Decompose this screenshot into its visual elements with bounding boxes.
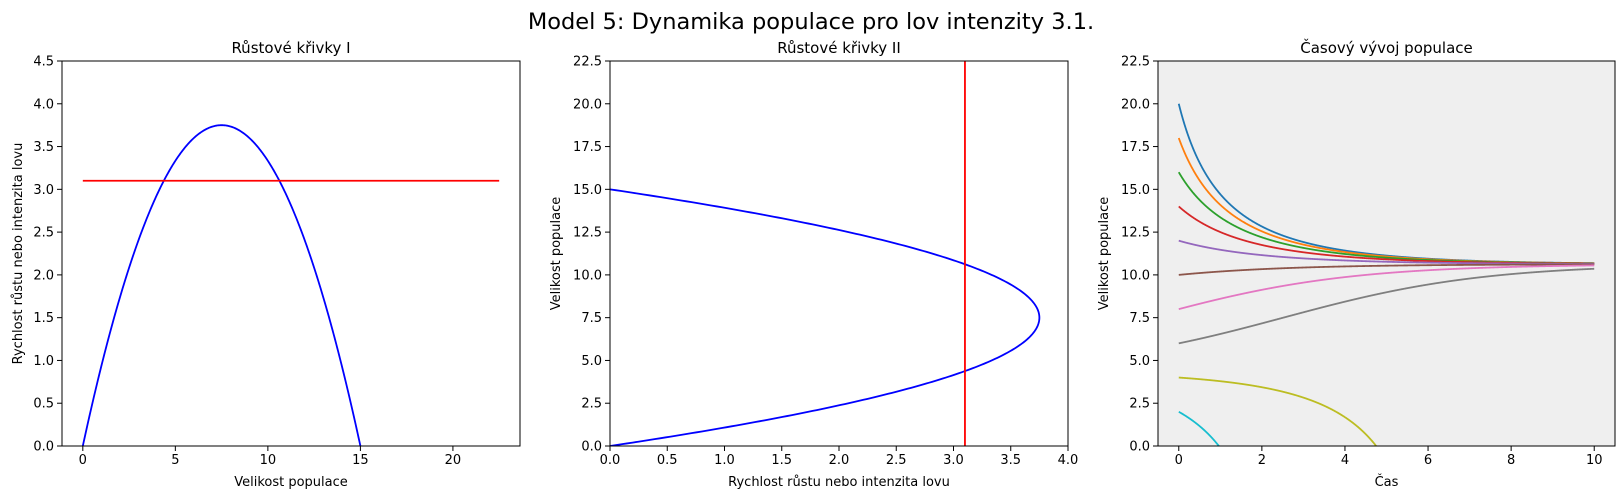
x-tick-label: 2 xyxy=(1258,453,1266,468)
y-tick-label: 12.5 xyxy=(573,226,602,241)
y-tick-label: 15.0 xyxy=(1121,183,1150,198)
x-tick-label: 1.0 xyxy=(714,453,735,468)
y-tick-label: 4.0 xyxy=(33,97,54,112)
x-tick-label: 1.5 xyxy=(771,453,792,468)
series-group xyxy=(1177,103,1595,446)
population-trajectory-10 xyxy=(1178,263,1595,276)
y-tick-label: 2.0 xyxy=(33,268,54,283)
x-tick-label: 5 xyxy=(171,453,179,468)
plot-area xyxy=(610,61,1068,446)
growth-curve xyxy=(81,124,362,446)
x-tick-label: 2.5 xyxy=(886,453,907,468)
axes-frame xyxy=(61,60,521,447)
population-trajectory-4 xyxy=(1178,376,1378,446)
chart-title: Časový vývoj populace xyxy=(1300,38,1473,57)
x-tick-label: 10 xyxy=(260,453,277,468)
y-tick-label: 0.0 xyxy=(581,440,602,455)
x-axis-label: Velikost populace xyxy=(234,475,348,490)
population-trajectory-12 xyxy=(1178,239,1595,265)
y-axis-label: Velikost populace xyxy=(1097,197,1112,311)
x-tick-label: 0 xyxy=(1175,453,1183,468)
x-tick-label: 0.5 xyxy=(657,453,678,468)
y-tick-label: 0.0 xyxy=(33,440,54,455)
plot-area xyxy=(62,61,520,446)
y-tick-label: 15.0 xyxy=(573,183,602,198)
x-tick-label: 3.0 xyxy=(943,453,964,468)
x-tick-label: 20 xyxy=(445,453,462,468)
x-tick-label: 3.5 xyxy=(1000,453,1021,468)
y-tick-label: 3.0 xyxy=(33,183,54,198)
y-tick-label: 2.5 xyxy=(581,397,602,412)
y-tick-label: 4.5 xyxy=(33,55,54,70)
y-tick-label: 5.0 xyxy=(581,354,602,369)
plot-area xyxy=(1158,61,1615,446)
y-tick-label: 10.0 xyxy=(1121,268,1150,283)
chart-title: Růstové křivky II xyxy=(777,39,901,57)
y-tick-label: 1.5 xyxy=(33,311,54,326)
x-tick-label: 15 xyxy=(352,453,369,468)
figure-title: Model 5: Dynamika populace pro lov inten… xyxy=(528,9,1094,35)
y-axis-label: Velikost populace xyxy=(549,197,564,311)
chart-panel-2: 0.0 0.5 1.0 1.5 2.0 2.5 3.0 3.5 4.0 0.0 2.5 5.0 7.5 1… xyxy=(549,39,1078,490)
x-tick-label: 0 xyxy=(79,453,87,468)
y-tick-label: 22.5 xyxy=(1121,55,1150,70)
y-tick-label: 3.5 xyxy=(33,140,54,155)
y-tick-label: 17.5 xyxy=(1121,140,1150,155)
x-tick-label: 2.0 xyxy=(829,453,850,468)
series-group xyxy=(81,124,500,446)
y-tick-label: 12.5 xyxy=(1121,226,1150,241)
y-tick-label: 5.0 xyxy=(1129,354,1150,369)
y-tick-label: 7.5 xyxy=(1129,311,1150,326)
axes-frame xyxy=(1157,60,1616,447)
population-trajectory-8 xyxy=(1178,264,1595,310)
y-tick-label: 17.5 xyxy=(573,140,602,155)
population-trajectory-2 xyxy=(1178,410,1221,446)
y-tick-label: 10.0 xyxy=(573,268,602,283)
x-tick-label: 6 xyxy=(1424,453,1432,468)
y-tick-label: 1.0 xyxy=(33,354,54,369)
y-tick-label: 7.5 xyxy=(581,311,602,326)
y-tick-label: 20.0 xyxy=(573,97,602,112)
y-tick-label: 20.0 xyxy=(1121,97,1150,112)
growth-curve xyxy=(610,188,1041,446)
x-tick-label: 0.0 xyxy=(600,453,621,468)
x-axis-label: Rychlost růstu nebo intenzita lovu xyxy=(728,475,950,490)
chart-panel-3: 0 2 4 6 8 10 0.0 2.5 5.0 7.5 10.0 12.5 15.0 17.5 20.0 2… xyxy=(1097,38,1616,490)
chart-title: Růstové křivky I xyxy=(231,39,350,57)
x-tick-label: 4 xyxy=(1341,453,1349,468)
chart-panel-1: 0 5 10 15 20 0.0 0.5 1.0 1.5 2.0 2.5 3.0 3.5 4.0 4.5 Rů… xyxy=(11,39,521,490)
y-tick-label: 2.5 xyxy=(1129,397,1150,412)
y-tick-label: 2.5 xyxy=(33,226,54,241)
x-tick-label: 4.0 xyxy=(1058,453,1079,468)
y-tick-label: 22.5 xyxy=(573,55,602,70)
y-tick-label: 0.0 xyxy=(1129,440,1150,455)
y-tick-label: 0.5 xyxy=(33,397,54,412)
y-axis-label: Rychlost růstu nebo intenzita lovu xyxy=(11,143,26,365)
series-group xyxy=(610,61,1041,446)
x-axis-label: Čas xyxy=(1375,474,1399,490)
x-tick-label: 10 xyxy=(1586,453,1603,468)
population-trajectory-6 xyxy=(1178,267,1595,345)
x-tick-label: 8 xyxy=(1507,453,1515,468)
